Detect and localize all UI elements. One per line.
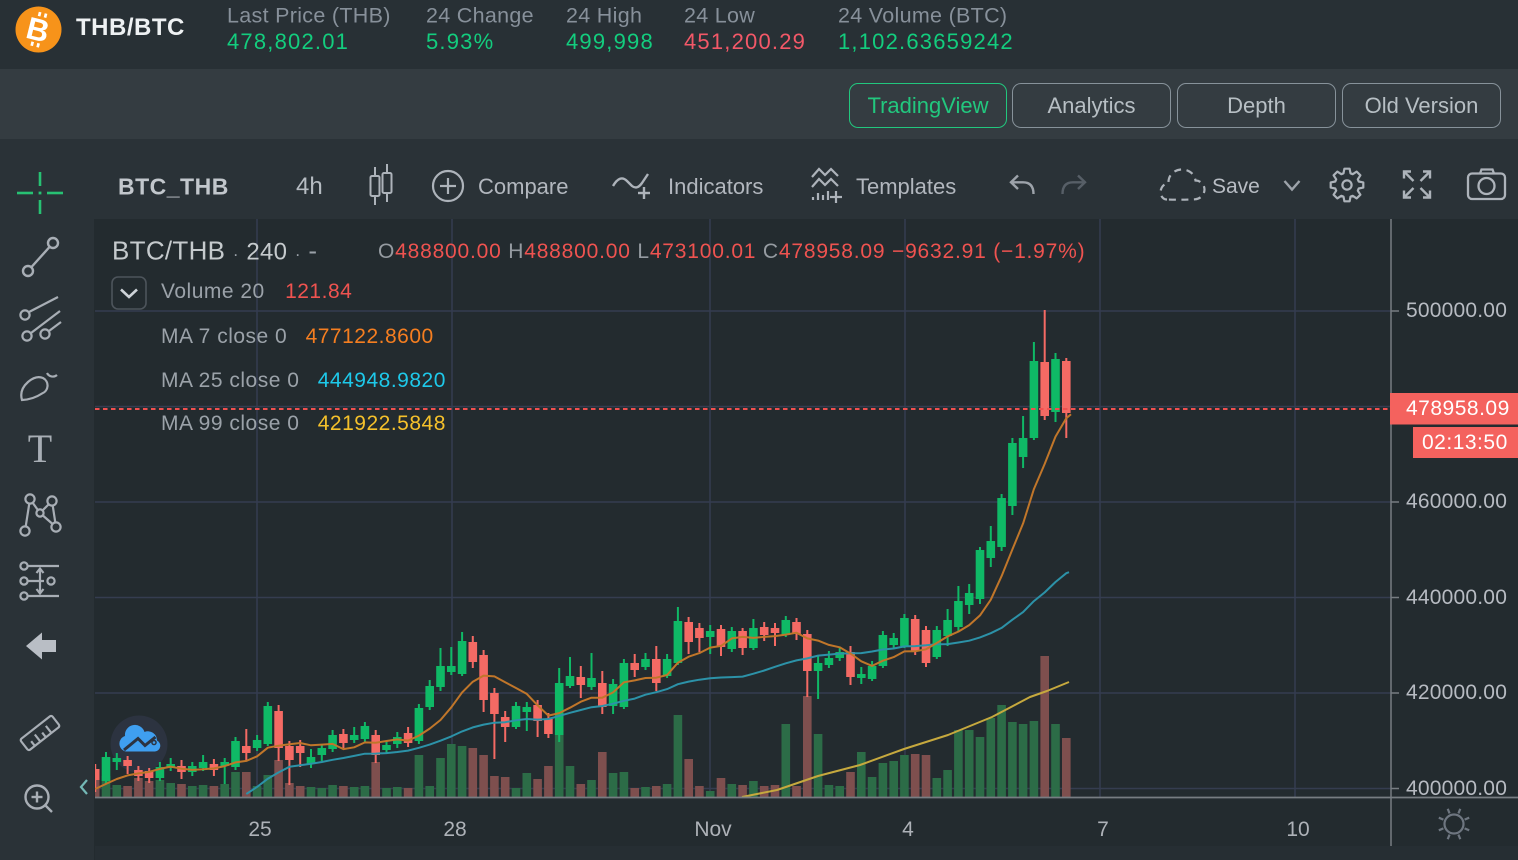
svg-text:T: T (28, 426, 52, 471)
